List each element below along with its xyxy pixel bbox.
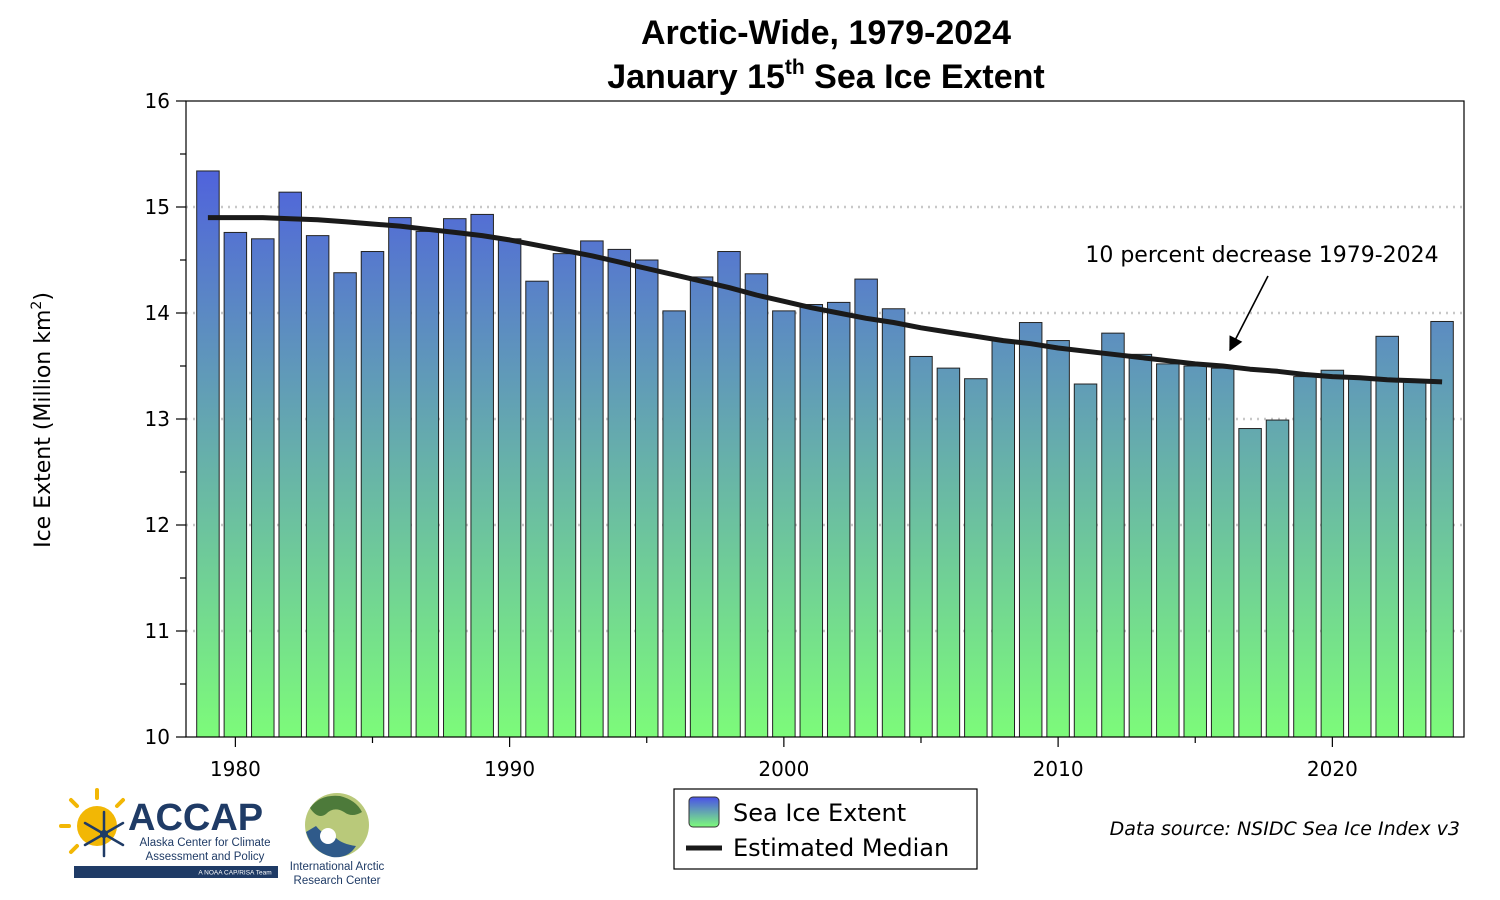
bar <box>1183 365 1207 738</box>
bar <box>991 340 1016 738</box>
legend-box <box>673 788 978 870</box>
y-tick-label: 14 <box>145 301 170 325</box>
bar <box>662 310 686 738</box>
chart-title-rest: Sea Ice Extent <box>805 58 1045 96</box>
bar <box>552 253 577 738</box>
bar <box>1128 353 1153 738</box>
globe-icon <box>305 793 369 858</box>
y-tick-label: 13 <box>145 407 170 431</box>
bar <box>251 238 275 738</box>
bar <box>497 238 522 738</box>
legend-line-label: Estimated Median <box>733 834 949 862</box>
bar <box>1018 322 1043 738</box>
bar <box>1265 419 1290 738</box>
y-axis-label-sup: 2 <box>29 301 45 310</box>
median-line <box>207 215 1443 385</box>
bar <box>744 273 769 738</box>
x-tick-label: 2010 <box>1033 757 1084 781</box>
bar <box>936 367 961 738</box>
iarc-line2: Research Center <box>294 875 381 887</box>
y-tick-label: 12 <box>145 513 170 537</box>
legend-bar-swatch <box>688 796 720 828</box>
x-tick-label: 2020 <box>1307 757 1358 781</box>
bar <box>772 310 796 738</box>
bar <box>826 301 851 738</box>
y-axis-label-main: Ice Extent (Million km <box>31 310 56 548</box>
bar <box>388 217 412 738</box>
bar <box>1320 369 1345 738</box>
x-tick-label: 1990 <box>484 757 535 781</box>
accap-logo: ACCAP Alaska Center for Climate Assessme… <box>59 788 278 878</box>
legend: Sea Ice Extent Estimated Median <box>673 788 978 870</box>
bar <box>607 248 632 738</box>
bar <box>580 240 604 738</box>
bar <box>799 304 824 738</box>
x-tick-label: 2000 <box>758 757 809 781</box>
bar <box>1402 380 1427 738</box>
bar <box>1238 428 1262 738</box>
data-source: Data source: NSIDC Sea Ice Index v3 <box>1110 818 1460 840</box>
bar <box>1293 376 1317 738</box>
legend-bar-label: Sea Ice Extent <box>733 799 906 827</box>
y-axis-label: Ice Extent (Million km2) <box>29 292 56 548</box>
bar <box>470 213 494 738</box>
accap-name: ACCAP <box>128 797 263 839</box>
bar <box>909 355 933 738</box>
y-tick-label: 15 <box>145 195 170 219</box>
bar <box>634 259 659 738</box>
bar <box>196 170 220 738</box>
bar <box>1046 340 1070 738</box>
bar <box>1375 335 1399 738</box>
axes: 10 11 12 13 14 15 16 1980 1990 2000 2010 2020 <box>145 89 1358 781</box>
accap-banner <box>74 866 278 878</box>
sun-snowflake-icon <box>59 788 125 858</box>
bar <box>881 308 906 738</box>
iarc-line1: International Arctic <box>290 861 385 873</box>
bar <box>717 251 741 738</box>
accap-team: A NOAA CAP/RISA Team <box>198 870 271 877</box>
accap-line2: Assessment and Policy <box>146 851 265 863</box>
bar <box>333 272 357 738</box>
chart-title-main: January 15 <box>607 58 785 96</box>
chart-title-superscript: th <box>785 56 805 79</box>
trend-annotation: 10 percent decrease 1979-2024 <box>1085 243 1438 268</box>
bar <box>415 230 440 738</box>
bar <box>305 235 330 738</box>
bar <box>278 191 302 738</box>
bar <box>1156 363 1180 738</box>
annotation-arrow <box>1229 275 1269 352</box>
y-tick-label: 10 <box>145 725 170 749</box>
y-tick-label: 11 <box>145 619 170 643</box>
bar <box>964 378 988 738</box>
iarc-logo: International Arctic Research Center <box>290 793 385 887</box>
accap-line1: Alaska Center for Climate <box>139 837 270 849</box>
bar <box>525 280 549 738</box>
chart-title-line2: January 15th Sea Ice Extent <box>607 56 1045 96</box>
bar <box>1348 377 1372 738</box>
bar <box>689 276 714 738</box>
y-axis-label-end: ) <box>31 292 56 301</box>
bar <box>1210 367 1235 738</box>
bar <box>1101 332 1125 738</box>
y-tick-label: 16 <box>145 89 170 113</box>
bar <box>360 251 385 738</box>
bar <box>854 278 878 738</box>
bar <box>443 218 467 738</box>
bar <box>223 231 248 738</box>
x-tick-label: 1980 <box>210 757 261 781</box>
bar <box>1073 383 1098 738</box>
chart-title-line1: Arctic-Wide, 1979-2024 <box>641 14 1011 52</box>
